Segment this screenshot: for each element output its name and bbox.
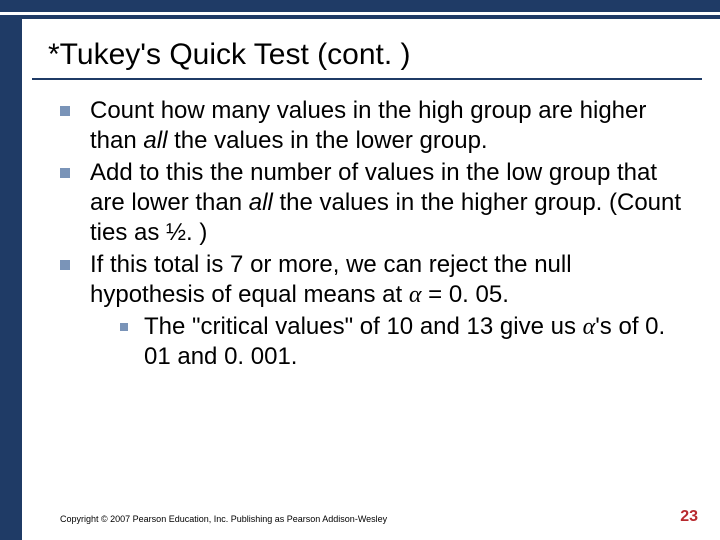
square-bullet-icon (120, 323, 128, 331)
left-sidebar-bar (0, 19, 22, 540)
bullet-text: Add to this the number of values in the … (90, 158, 690, 248)
sub-bullet-text: The "critical values" of 10 and 13 give … (144, 312, 690, 372)
bullet-item: Add to this the number of values in the … (60, 158, 690, 248)
page-number: 23 (680, 508, 698, 526)
copyright-footer: Copyright © 2007 Pearson Education, Inc.… (60, 514, 387, 524)
square-bullet-icon (60, 168, 70, 178)
square-bullet-icon (60, 106, 70, 116)
content-area: Count how many values in the high group … (60, 96, 690, 372)
slide-title: *Tukey's Quick Test (cont. ) (48, 38, 411, 72)
square-bullet-icon (60, 260, 70, 270)
bullet-text: If this total is 7 or more, we can rejec… (90, 250, 690, 310)
title-underline (32, 78, 702, 80)
header-stripe-thin (0, 15, 720, 19)
bullet-text: Count how many values in the high group … (90, 96, 690, 156)
header-stripe-dark (0, 0, 720, 12)
bullet-item: Count how many values in the high group … (60, 96, 690, 156)
bullet-item: If this total is 7 or more, we can rejec… (60, 250, 690, 310)
sub-bullet-item: The "critical values" of 10 and 13 give … (120, 312, 690, 372)
